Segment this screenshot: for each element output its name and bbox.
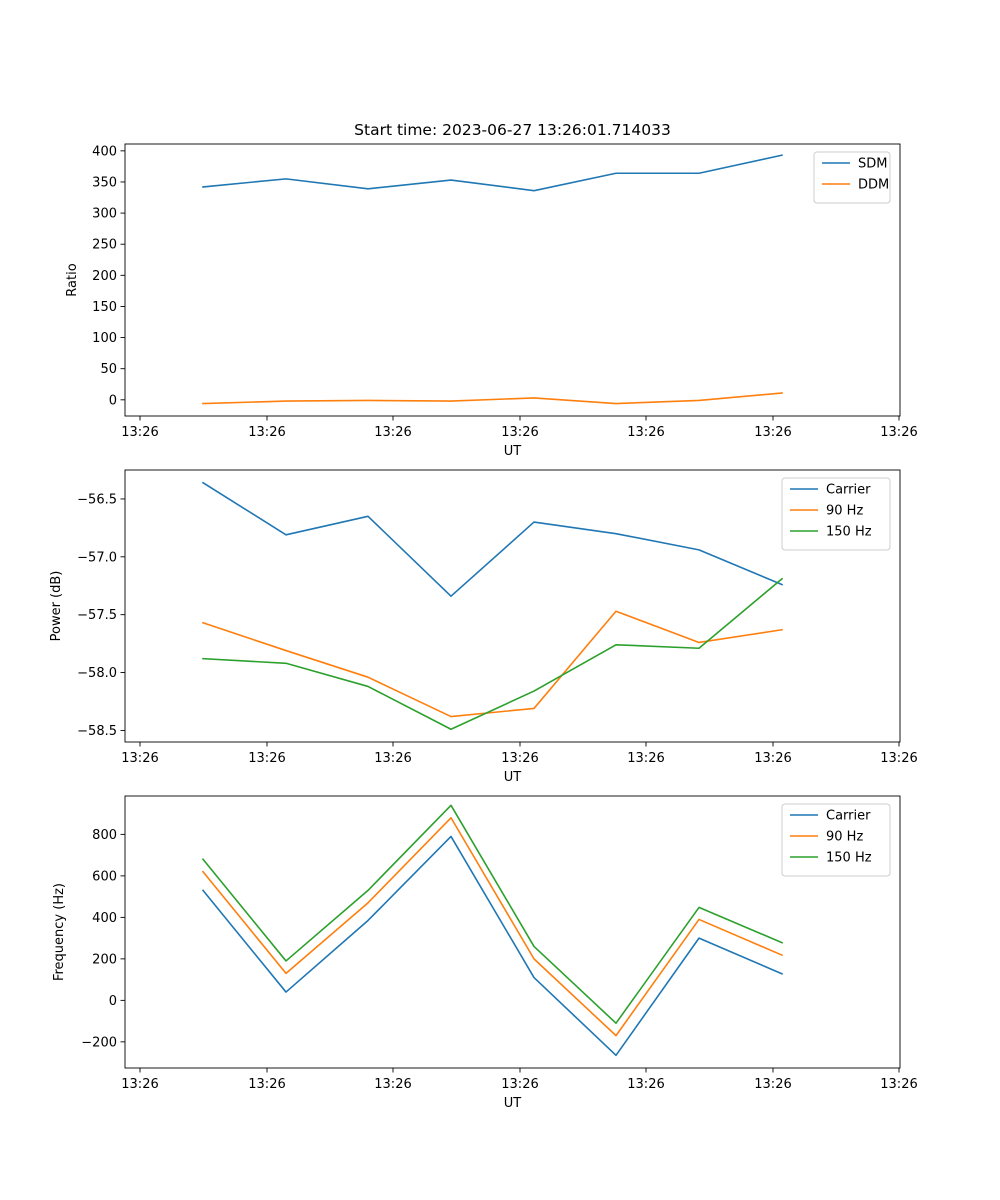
y-tick-label: 800 <box>92 828 117 843</box>
x-tick-label: 13:26 <box>754 425 791 440</box>
y-tick-label: −200 <box>81 1035 117 1050</box>
y-tick-label: −56.5 <box>77 492 117 507</box>
x-tick-label: 13:26 <box>374 425 411 440</box>
x-tick-label: 13:26 <box>880 751 917 766</box>
y-tick-label: −58.5 <box>77 724 117 739</box>
x-tick-label: 13:26 <box>121 1077 158 1092</box>
x-tick-label: 13:26 <box>248 425 285 440</box>
x-tick-label: 13:26 <box>627 1077 664 1092</box>
series-line-3 <box>201 804 784 1024</box>
y-tick-label: 0 <box>109 393 117 408</box>
legend: Carrier 90 Hz 150 Hz <box>781 803 891 877</box>
y-tick-label: −57.5 <box>77 608 117 623</box>
x-tick-label: 13:26 <box>248 1077 285 1092</box>
x-tick-label: 13:26 <box>880 1077 917 1092</box>
y-tick-label: 350 <box>92 175 117 190</box>
y-tick-label: 300 <box>92 207 117 222</box>
series-line-1 <box>201 835 784 1057</box>
legend-entry: 90 Hz <box>826 504 863 519</box>
y-tick-label: −57.0 <box>77 550 117 565</box>
y-tick-label: 0 <box>109 994 117 1009</box>
x-tick-label: 13:26 <box>754 1077 791 1092</box>
y-axis-label: Frequency (Hz) <box>52 883 67 981</box>
legend-entry: 90 Hz <box>826 830 863 845</box>
legend: Carrier 90 Hz 150 Hz <box>781 477 891 551</box>
chart-title: Start time: 2023-06-27 13:26:01.714033 <box>354 121 671 139</box>
x-tick-label: 13:26 <box>501 425 538 440</box>
y-tick-label: 250 <box>92 238 117 253</box>
x-tick-label: 13:26 <box>248 751 285 766</box>
x-tick-label: 13:26 <box>121 425 158 440</box>
axes-frame <box>124 795 901 1069</box>
y-axis-label: Ratio <box>65 263 80 296</box>
subplot-3: −200 0 200 400 600 800 13:26 13:26 13:26 13:26 13:… <box>52 795 918 1111</box>
series-line-2 <box>202 392 783 405</box>
legend-entry: Carrier <box>826 483 871 498</box>
legend: SDM DDM <box>813 151 891 204</box>
subplot-2: −58.5 −58.0 −57.5 −57.0 −56.5 13:26 13:26 13:26… <box>49 469 918 785</box>
axes-frame <box>124 143 901 417</box>
subplots: 0 50 100 150 200 250 300 350 400 13:26 13:26 13:26 1… <box>49 143 918 1111</box>
y-tick-label: 200 <box>92 952 117 967</box>
legend-box <box>781 803 891 877</box>
series-line-2 <box>201 610 783 718</box>
y-tick-label: 400 <box>92 911 117 926</box>
legend-entry: DDM <box>858 178 889 193</box>
legend-entry: 150 Hz <box>826 851 872 866</box>
y-tick-label: 150 <box>92 300 117 315</box>
x-tick-label: 13:26 <box>501 751 538 766</box>
legend-box <box>813 151 891 204</box>
legend-box <box>781 477 891 551</box>
x-tick-label: 13:26 <box>121 751 158 766</box>
legend-entry: SDM <box>858 157 887 172</box>
series-line-3 <box>202 577 784 731</box>
subplot-1: 0 50 100 150 200 250 300 350 400 13:26 13:26 13:26 1… <box>65 143 918 459</box>
y-axis-label: Power (dB) <box>49 571 64 642</box>
y-tick-label: 50 <box>100 362 117 377</box>
x-tick-label: 13:26 <box>374 751 411 766</box>
x-axis-label: UT <box>504 1096 522 1111</box>
x-tick-label: 13:26 <box>754 751 791 766</box>
y-tick-label: −58.0 <box>77 666 117 681</box>
y-tick-label: 600 <box>92 869 117 884</box>
x-axis-label: UT <box>504 444 522 459</box>
x-tick-label: 13:26 <box>627 751 664 766</box>
axes-frame <box>124 469 901 743</box>
x-tick-label: 13:26 <box>627 425 664 440</box>
legend-entry: Carrier <box>826 809 871 824</box>
x-tick-label: 13:26 <box>880 425 917 440</box>
x-tick-label: 13:26 <box>374 1077 411 1092</box>
y-tick-label: 200 <box>92 269 117 284</box>
y-tick-label: 400 <box>92 144 117 159</box>
series-line-1 <box>202 154 783 192</box>
series-line-1 <box>201 481 784 597</box>
legend-entry: 150 Hz <box>826 525 872 540</box>
x-axis-label: UT <box>504 770 522 785</box>
y-tick-label: 100 <box>92 331 117 346</box>
x-tick-label: 13:26 <box>501 1077 538 1092</box>
series-line-2 <box>201 816 784 1037</box>
